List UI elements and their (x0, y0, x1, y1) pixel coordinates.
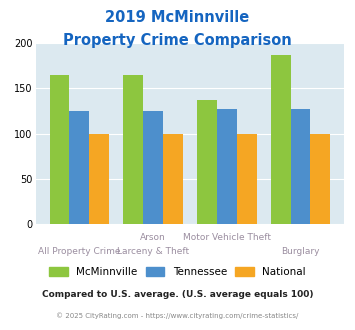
Text: All Property Crime: All Property Crime (38, 247, 121, 256)
Text: © 2025 CityRating.com - https://www.cityrating.com/crime-statistics/: © 2025 CityRating.com - https://www.city… (56, 312, 299, 318)
Bar (310, 134, 330, 224)
Bar (89, 134, 109, 224)
Bar (237, 134, 257, 224)
Bar (50, 75, 70, 224)
Bar (271, 55, 290, 224)
Legend: McMinnville, Tennessee, National: McMinnville, Tennessee, National (45, 263, 310, 281)
Bar (143, 111, 163, 224)
Text: Motor Vehicle Theft: Motor Vehicle Theft (183, 233, 271, 242)
Bar (123, 75, 143, 224)
Bar (290, 109, 310, 224)
Text: Larceny & Theft: Larceny & Theft (117, 247, 189, 256)
Text: Compared to U.S. average. (U.S. average equals 100): Compared to U.S. average. (U.S. average … (42, 290, 313, 299)
Text: 2019 McMinnville: 2019 McMinnville (105, 10, 250, 25)
Bar (70, 111, 89, 224)
Bar (197, 100, 217, 224)
Text: Arson: Arson (140, 233, 166, 242)
Bar (163, 134, 183, 224)
Text: Burglary: Burglary (281, 247, 320, 256)
Bar (217, 109, 237, 224)
Text: Property Crime Comparison: Property Crime Comparison (63, 33, 292, 48)
